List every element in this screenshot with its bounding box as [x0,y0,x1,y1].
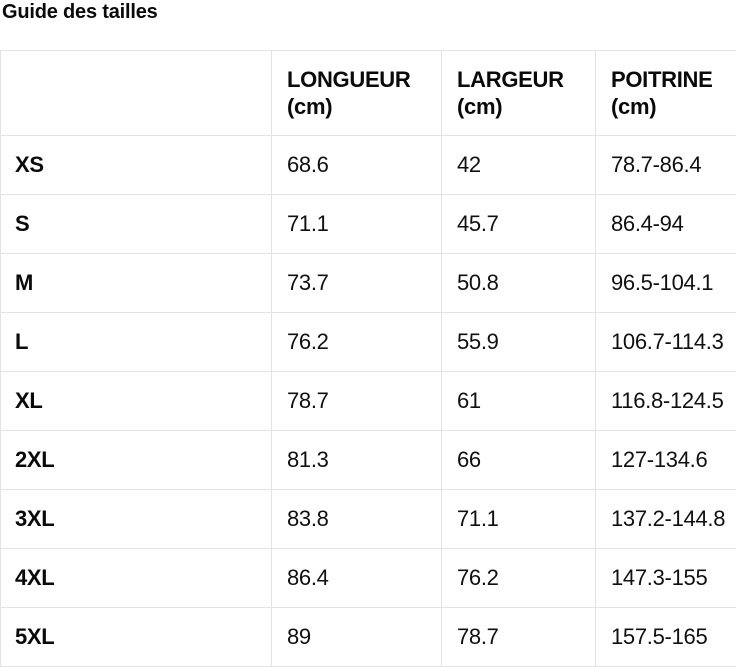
column-header-poitrine: POITRINE (cm) [595,50,736,136]
longueur-cell: 89 [271,607,442,667]
largeur-cell: 42 [441,135,596,195]
poitrine-cell: 106.7-114.3 [595,312,736,372]
poitrine-cell: 127-134.6 [595,430,736,490]
poitrine-cell: 147.3-155 [595,548,736,608]
table-row-m: M 73.7 50.8 96.5-104.1 [0,253,736,313]
poitrine-cell: 96.5-104.1 [595,253,736,313]
longueur-cell: 81.3 [271,430,442,490]
table-row-3xl: 3XL 83.8 71.1 137.2-144.8 [0,489,736,549]
table-row-l: L 76.2 55.9 106.7-114.3 [0,312,736,372]
page-title: Guide des tailles [2,1,158,23]
table-row-2xl: 2XL 81.3 66 127-134.6 [0,430,736,490]
size-cell: 4XL [0,548,272,608]
poitrine-cell: 157.5-165 [595,607,736,667]
table-row-s: S 71.1 45.7 86.4-94 [0,194,736,254]
largeur-cell: 55.9 [441,312,596,372]
size-cell: M [0,253,272,313]
poitrine-cell: 86.4-94 [595,194,736,254]
longueur-cell: 78.7 [271,371,442,431]
size-guide-table: LONGUEUR (cm) LARGEUR (cm) POITRINE (cm)… [0,50,736,667]
table-row-xs: XS 68.6 42 78.7-86.4 [0,135,736,195]
largeur-cell: 45.7 [441,194,596,254]
size-cell: L [0,312,272,372]
longueur-cell: 86.4 [271,548,442,608]
largeur-cell: 78.7 [441,607,596,667]
poitrine-cell: 78.7-86.4 [595,135,736,195]
table-row-5xl: 5XL 89 78.7 157.5-165 [0,607,736,667]
largeur-cell: 76.2 [441,548,596,608]
size-cell: S [0,194,272,254]
column-header-longueur: LONGUEUR (cm) [271,50,442,136]
size-cell: 5XL [0,607,272,667]
longueur-cell: 83.8 [271,489,442,549]
size-cell: XS [0,135,272,195]
table-row-xl: XL 78.7 61 116.8-124.5 [0,371,736,431]
largeur-cell: 66 [441,430,596,490]
longueur-cell: 68.6 [271,135,442,195]
size-cell: 2XL [0,430,272,490]
size-cell: XL [0,371,272,431]
largeur-cell: 71.1 [441,489,596,549]
size-cell: 3XL [0,489,272,549]
poitrine-cell: 137.2-144.8 [595,489,736,549]
header-row: LONGUEUR (cm) LARGEUR (cm) POITRINE (cm) [0,50,736,136]
table-row-4xl: 4XL 86.4 76.2 147.3-155 [0,548,736,608]
poitrine-cell: 116.8-124.5 [595,371,736,431]
longueur-cell: 76.2 [271,312,442,372]
largeur-cell: 50.8 [441,253,596,313]
column-header-largeur: LARGEUR (cm) [441,50,596,136]
column-header-size [0,50,272,136]
longueur-cell: 73.7 [271,253,442,313]
largeur-cell: 61 [441,371,596,431]
longueur-cell: 71.1 [271,194,442,254]
